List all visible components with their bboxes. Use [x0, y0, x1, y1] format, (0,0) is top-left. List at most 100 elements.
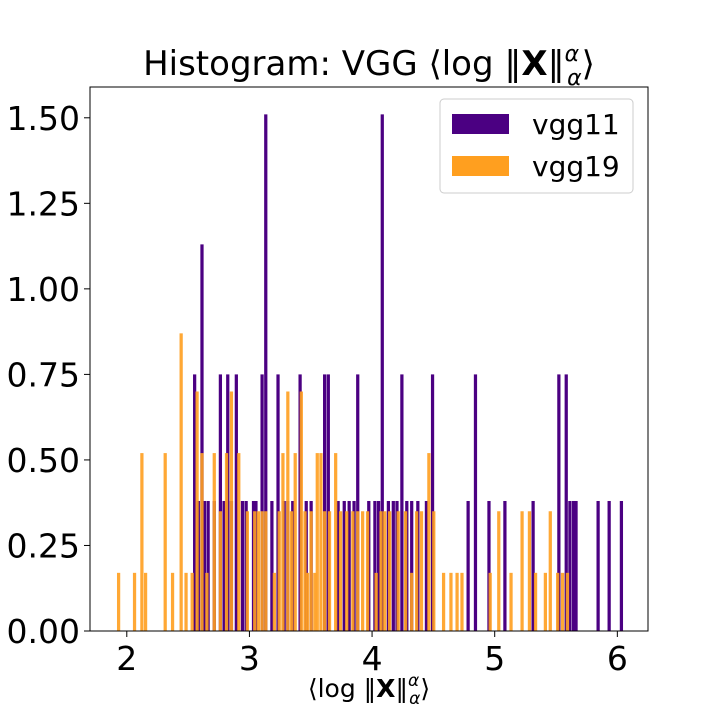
bar-vgg19-41 [356, 511, 360, 631]
bar-vgg19-21 [264, 511, 268, 631]
bar-vgg11-53 [571, 500, 576, 631]
bar-vgg11-28 [342, 500, 346, 631]
bar-vgg19-6 [179, 333, 183, 631]
legend-label-vgg11: vgg11 [532, 108, 620, 141]
bar-vgg19-57 [455, 572, 459, 631]
bar-vgg19-10 [200, 453, 204, 631]
bar-vgg19-16 [237, 453, 241, 631]
y-tick-label: 0.50 [7, 441, 80, 480]
bar-vgg19-46 [383, 511, 387, 631]
bar-vgg11-18 [276, 374, 280, 631]
bar-vgg11-3 [202, 500, 207, 631]
bar-vgg11-41 [410, 500, 414, 631]
bar-vgg19-38 [338, 511, 343, 631]
bar-vgg11-2 [200, 244, 204, 631]
bar-vgg19-42 [361, 511, 365, 631]
bar-vgg19-0 [116, 572, 121, 631]
bar-vgg19-5 [170, 572, 175, 631]
bar-vgg19-55 [441, 572, 446, 631]
bar-vgg19-8 [190, 572, 194, 631]
y-tick-label: 0.25 [7, 526, 80, 565]
bar-vgg19-40 [351, 511, 355, 631]
y-tick-label: 1.00 [7, 270, 80, 309]
bar-vgg19-22 [272, 572, 276, 631]
legend-label-vgg19: vgg19 [532, 150, 620, 183]
bar-vgg19-29 [303, 511, 307, 631]
bar-vgg11-52 [568, 500, 572, 631]
bar-vgg19-43 [365, 511, 370, 631]
bar-vgg19-47 [388, 511, 392, 631]
bar-vgg19-3 [143, 572, 148, 631]
x-tick-label: 4 [362, 639, 383, 678]
bar-vgg19-37 [334, 453, 338, 631]
bar-vgg11-44 [430, 374, 435, 631]
bar-vgg19-7 [184, 572, 188, 631]
x-tick-label: 5 [484, 639, 505, 678]
bar-vgg11-49 [531, 500, 535, 631]
legend-swatch-vgg11 [452, 114, 509, 134]
bar-vgg19-51 [414, 511, 419, 631]
bar-vgg19-49 [403, 511, 408, 631]
bar-vgg11-47 [487, 500, 491, 631]
bar-vgg19-20 [260, 511, 264, 631]
bar-vgg11-45 [466, 500, 470, 631]
bar-vgg19-65 [543, 572, 547, 631]
bar-vgg19-69 [565, 572, 570, 631]
bar-vgg11-39 [400, 374, 404, 631]
bar-vgg19-31 [309, 511, 313, 631]
bar-vgg19-28 [299, 391, 303, 631]
x-tick-label: 6 [607, 639, 628, 678]
bar-vgg11-33 [373, 500, 377, 631]
bar-vgg11-26 [326, 374, 330, 631]
bar-vgg19-45 [379, 511, 383, 631]
bar-vgg19-12 [212, 453, 216, 631]
bar-vgg19-35 [323, 511, 327, 631]
bar-vgg11-54 [574, 500, 578, 631]
bar-vgg11-43 [424, 500, 429, 631]
legend: vgg11 vgg19 [439, 98, 634, 194]
bar-vgg11-56 [607, 500, 611, 631]
bar-vgg19-66 [548, 511, 552, 631]
bar-vgg19-30 [305, 572, 310, 631]
bar-vgg19-32 [313, 572, 317, 631]
bar-vgg11-31 [356, 374, 360, 631]
bar-vgg19-33 [315, 453, 319, 631]
bar-vgg19-11 [205, 572, 209, 631]
bar-vgg19-44 [374, 572, 378, 631]
bar-vgg11-37 [391, 500, 395, 631]
bar-vgg19-59 [488, 572, 492, 631]
bar-vgg11-11 [240, 500, 245, 631]
bar-vgg11-6 [218, 374, 223, 631]
bar-vgg11-51 [564, 374, 568, 631]
bar-vgg19-60 [497, 511, 501, 631]
y-axis-ticks: 0.00 0.25 0.50 0.75 1.00 1.25 1.50 [7, 99, 90, 651]
chart-title: Histogram: VGG ⟨log ‖X‖α α⟩ [143, 42, 595, 91]
x-tick-label: 2 [116, 639, 137, 678]
bar-vgg11-29 [347, 500, 351, 631]
bar-vgg19-54 [432, 511, 436, 631]
bar-vgg19-1 [132, 572, 137, 631]
bar-vgg19-15 [229, 391, 234, 631]
bar-vgg11-0 [193, 374, 197, 631]
bar-vgg11-48 [503, 500, 507, 631]
bar-vgg19-56 [449, 572, 453, 631]
bar-vgg11-16 [264, 114, 268, 632]
bar-vgg19-19 [256, 511, 261, 631]
legend-swatch-vgg19 [452, 156, 509, 176]
bar-vgg11-4 [206, 500, 210, 631]
bar-vgg19-24 [281, 453, 285, 631]
bar-vgg19-23 [277, 511, 281, 631]
y-tick-label: 1.50 [7, 99, 80, 138]
x-axis-label: ⟨log ‖X‖α α⟩ [308, 671, 430, 709]
bar-vgg19-34 [319, 453, 323, 631]
bar-vgg19-63 [527, 511, 532, 631]
series-vgg19-bars [116, 333, 570, 631]
bar-vgg19-52 [419, 511, 424, 631]
bar-vgg19-26 [289, 511, 294, 631]
bar-vgg11-10 [234, 374, 238, 631]
bar-vgg19-67 [556, 572, 560, 631]
bar-vgg11-27 [336, 500, 340, 631]
bar-vgg19-50 [410, 572, 414, 631]
bar-vgg19-2 [140, 453, 144, 631]
bar-vgg11-35 [380, 114, 384, 632]
